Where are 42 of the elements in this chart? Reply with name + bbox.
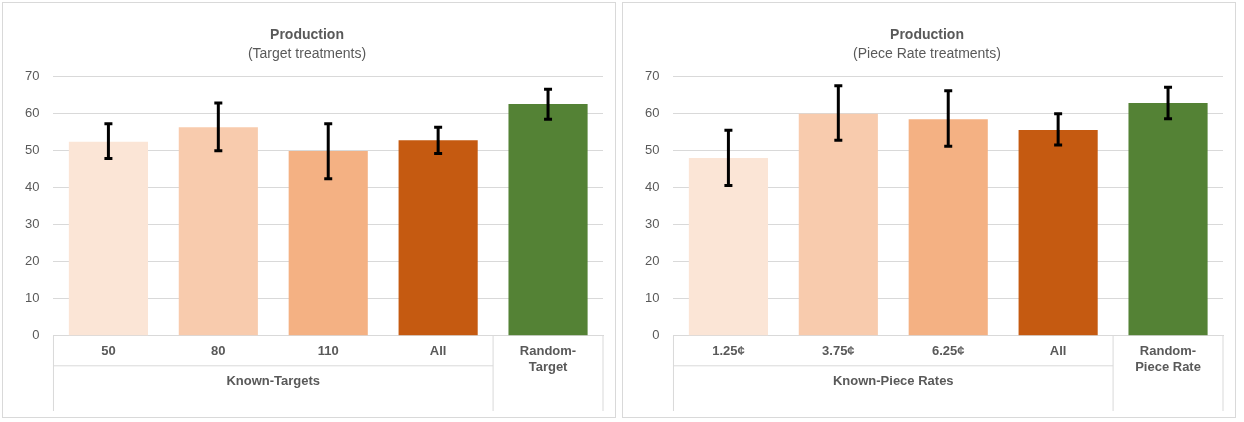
chart-subtitle: (Target treatments) <box>247 45 367 62</box>
bar <box>908 119 988 336</box>
x-tick-label: Random-Target <box>519 343 577 374</box>
x-tick-label: 50 <box>101 343 116 359</box>
x-tick-label: All <box>1049 343 1067 359</box>
x-tick-label: 80 <box>211 343 226 359</box>
x-axis-title: Known-Piece Rates <box>832 373 954 389</box>
y-tick-label: 10 <box>24 290 40 306</box>
bar <box>288 151 368 336</box>
y-tick-label: 40 <box>24 179 40 195</box>
x-tick-label: All <box>429 343 447 359</box>
y-tick-label: 40 <box>644 179 660 195</box>
y-tick-label: 10 <box>644 290 660 306</box>
bar <box>1018 129 1098 336</box>
x-tick-label: 3.75¢ <box>822 343 855 359</box>
x-tick-label: 110 <box>317 343 339 359</box>
y-tick-label: 20 <box>644 253 660 269</box>
y-tick-label: 0 <box>652 327 660 343</box>
bar <box>508 104 588 336</box>
y-tick-label: 70 <box>24 68 40 84</box>
bar <box>398 140 478 336</box>
x-tick-label: 6.25¢ <box>931 343 965 359</box>
y-tick-label: 60 <box>644 105 660 121</box>
x-axis-title: Known-Targets <box>226 373 321 389</box>
chart-title: Production <box>890 26 964 43</box>
y-tick-label: 70 <box>644 68 660 84</box>
y-tick-label: 50 <box>644 142 660 158</box>
x-tick-label: Random-Piece Rate <box>1135 343 1201 374</box>
chart-title: Production <box>270 26 344 43</box>
y-tick-label: 30 <box>24 216 40 232</box>
bar <box>1128 102 1208 336</box>
chart-subtitle: (Piece Rate treatments) <box>853 45 1001 62</box>
x-tick-label: 1.25¢ <box>712 343 745 359</box>
y-tick-label: 0 <box>32 327 40 343</box>
bar <box>688 158 768 336</box>
y-tick-label: 30 <box>644 216 660 232</box>
bar <box>68 141 148 336</box>
y-tick-label: 20 <box>24 253 40 269</box>
bar <box>178 127 258 336</box>
y-tick-label: 50 <box>24 142 40 158</box>
bar <box>798 113 878 336</box>
y-tick-label: 60 <box>24 105 40 121</box>
